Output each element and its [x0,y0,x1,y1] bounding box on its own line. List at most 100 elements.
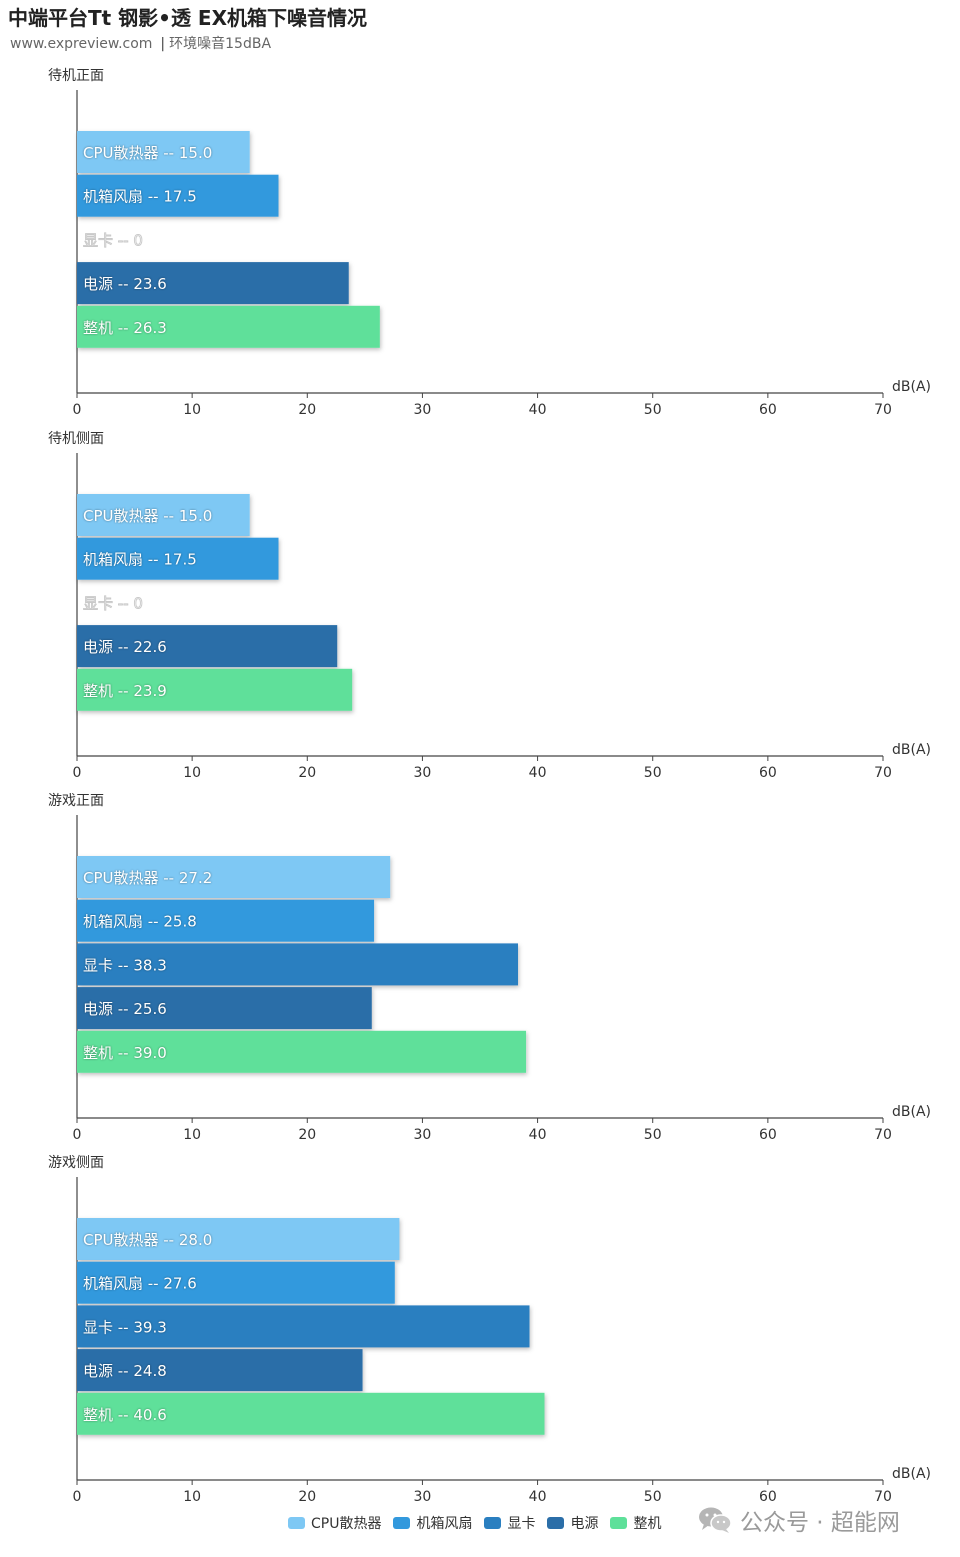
x-tick-label: 30 [414,765,432,781]
x-tick-label: 50 [644,1489,662,1505]
legend-label: CPU散热器 [311,1516,382,1532]
x-tick-label: 0 [73,765,82,781]
x-tick-label: 0 [73,402,82,418]
legend-label: 机箱风扇 [416,1516,473,1532]
x-tick-label: 10 [183,1127,201,1143]
x-tick-label: 0 [73,1127,82,1143]
x-tick-label: 40 [529,402,547,418]
legend-item-case-fan[interactable]: 机箱风扇 [393,1513,472,1533]
x-tick-label: 10 [183,765,201,781]
panel-title: 游戏侧面 [48,1155,104,1171]
x-tick-label: 20 [298,1127,316,1143]
x-tick-label: 20 [298,1489,316,1505]
legend-label: 显卡 [507,1516,536,1532]
bar [77,1030,527,1073]
x-tick-label: 50 [644,402,662,418]
x-tick-label: 60 [759,1127,777,1143]
bar [77,1349,363,1392]
x-tick-label: 60 [759,1489,777,1505]
data-label: 机箱风扇 -- 17.5 [83,188,197,206]
x-tick-label: 50 [644,765,662,781]
data-label: CPU散热器 -- 15.0 [83,507,212,525]
legend-item-cpu-cooler[interactable]: CPU散热器 [288,1513,381,1533]
x-tick-label: 60 [759,402,777,418]
chart-subtitle: www.expreview.com | 环境噪音15dBA [10,33,271,53]
bar [77,856,391,898]
x-tick-label: 20 [298,765,316,781]
ambient-noise-note: 环境噪音15dBA [169,36,272,52]
data-label: 整机 -- 39.0 [83,1044,167,1062]
chart-title: 中端平台Tt 钢影•透 EX机箱下噪音情况 [8,6,367,30]
bar [77,537,279,580]
legend-item-system[interactable]: 整机 [610,1513,661,1533]
x-tick-label: 50 [644,1127,662,1143]
bar [77,625,338,668]
bar [77,1392,545,1435]
data-label: 电源 -- 23.6 [83,275,167,293]
legend: CPU散热器 机箱风扇 显卡 电源 整机 [288,1513,661,1533]
data-label: 机箱风扇 -- 27.6 [83,1275,197,1293]
bar [77,131,250,173]
data-label: 机箱风扇 -- 25.8 [83,913,197,931]
data-label: 电源 -- 25.6 [83,1000,167,1018]
x-tick-label: 70 [874,1127,892,1143]
x-tick-label: 30 [414,402,432,418]
bar [77,494,250,536]
legend-swatch [288,1517,305,1529]
x-tick-label: 30 [414,1489,432,1505]
x-axis-label: dB(A) [892,742,931,758]
legend-swatch [547,1517,565,1529]
bar [77,899,375,942]
panel-title: 待机侧面 [48,431,104,447]
panel-title: 游戏正面 [48,793,104,809]
bar [77,305,380,348]
bar [77,262,349,305]
x-axis-label: dB(A) [892,1466,931,1482]
x-tick-label: 10 [183,1489,201,1505]
x-tick-label: 30 [414,1127,432,1143]
data-label: 整机 -- 40.6 [83,1406,167,1424]
legend-label: 整机 [633,1516,662,1532]
x-tick-label: 40 [529,1489,547,1505]
legend-swatch [393,1517,411,1529]
data-label: 显卡 -- 39.3 [83,1318,167,1336]
x-tick-label: 0 [73,1489,82,1505]
x-tick-label: 70 [874,402,892,418]
data-label: 电源 -- 22.6 [83,638,167,656]
legend-item-gpu[interactable]: 显卡 [484,1513,535,1533]
bar [77,987,372,1030]
data-label: 显卡 -- 0 [83,594,143,612]
x-tick-label: 40 [529,765,547,781]
x-axis-label: dB(A) [892,1104,931,1120]
data-label: 整机 -- 26.3 [83,319,167,337]
bar [77,174,279,217]
x-tick-label: 70 [874,765,892,781]
x-axis-label: dB(A) [892,379,931,395]
data-label: 整机 -- 23.9 [83,682,167,700]
x-tick-label: 20 [298,402,316,418]
legend-swatch [484,1517,502,1529]
panel-title: 待机正面 [48,68,104,84]
x-tick-label: 10 [183,402,201,418]
x-tick-label: 60 [759,765,777,781]
legend-item-psu[interactable]: 电源 [547,1513,598,1533]
wechat-icon [699,1507,732,1533]
x-tick-label: 40 [529,1127,547,1143]
legend-swatch [610,1517,628,1529]
data-label: 显卡 -- 0 [83,231,143,249]
data-label: CPU散热器 -- 28.0 [83,1231,212,1249]
data-label: CPU散热器 -- 27.2 [83,869,212,887]
bar [77,1305,530,1348]
bar [77,943,518,986]
data-label: CPU散热器 -- 15.0 [83,144,212,162]
separator: | [160,36,166,52]
data-label: 显卡 -- 38.3 [83,956,167,974]
bar [77,668,353,711]
data-label: 电源 -- 24.8 [83,1362,167,1380]
watermark: 公众号 · 超能网 [698,1503,900,1537]
x-tick-label: 70 [874,1489,892,1505]
source-url: www.expreview.com [10,36,153,52]
bar [77,1261,395,1304]
data-label: 机箱风扇 -- 17.5 [83,551,197,569]
